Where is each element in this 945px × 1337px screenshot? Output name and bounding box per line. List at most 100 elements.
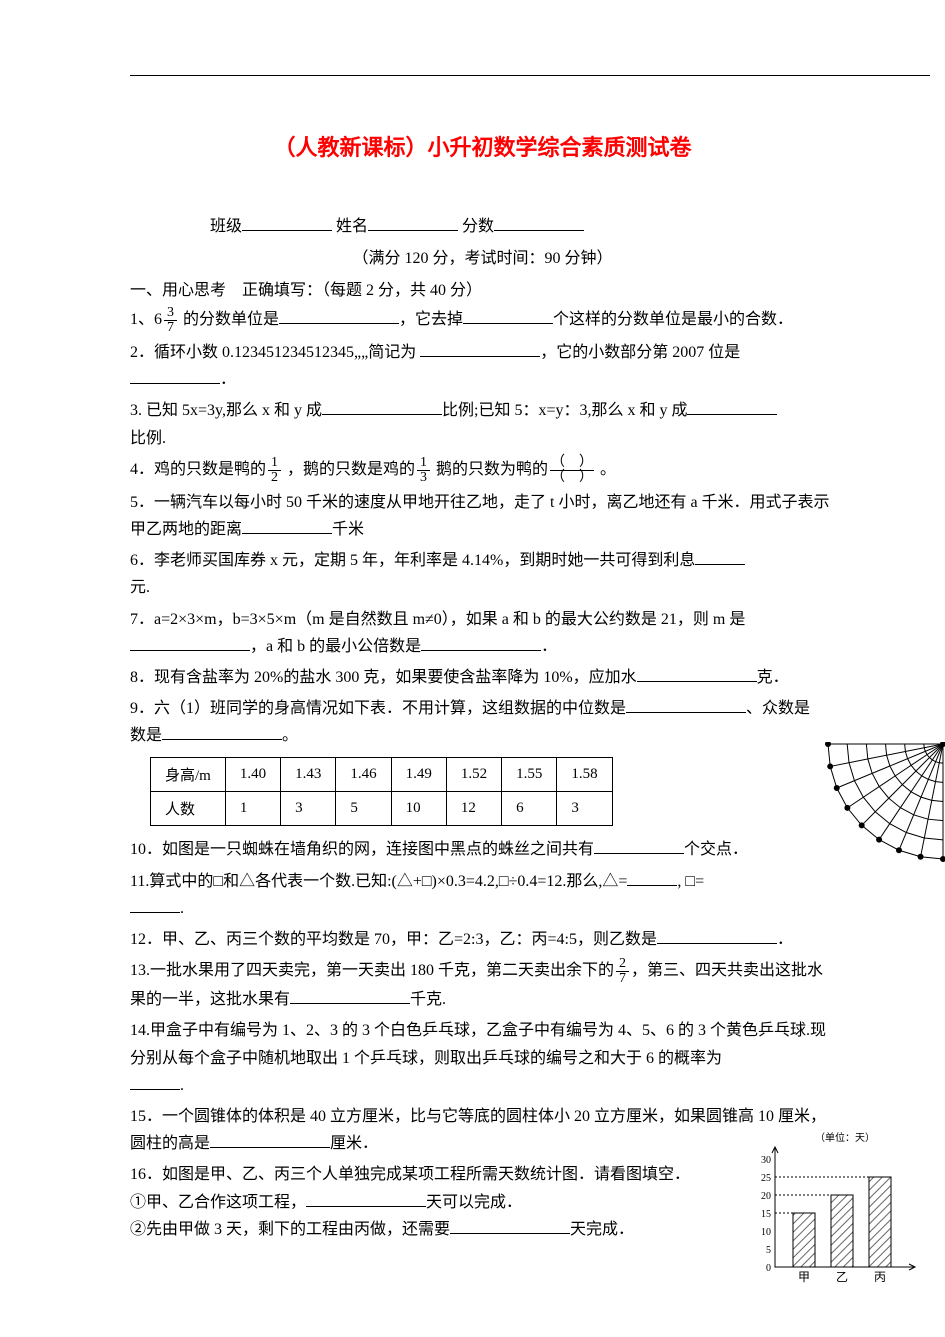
td-label: 人数 — [151, 792, 226, 826]
q4-frac-1: 12 — [268, 456, 281, 485]
top-rule — [130, 75, 930, 76]
svg-text:丙: 丙 — [874, 1270, 886, 1284]
question-9: 9．六（1）班同学的身高情况如下表．不用计算，这组数据的中位数是、众数是数是。 — [130, 695, 835, 749]
q6-text-a: 6．李老师买国库券 x 元，定期 5 年，年利率是 4.14%，到期时她一共可得… — [130, 552, 695, 569]
th-7: 1.58 — [557, 758, 612, 792]
q3-text-c: 比例. — [130, 430, 166, 447]
q15-text-b: 厘米． — [330, 1135, 378, 1152]
q2-blank-1[interactable] — [420, 339, 540, 357]
q4-text-d: 。 — [596, 461, 616, 478]
th-6: 1.55 — [502, 758, 557, 792]
q13-text-a: 13.一批水果用了四天卖完，第一天卖出 180 千克，第二天卖出余下的 — [130, 962, 614, 979]
section-1-heading: 一、用心思考 正确填写：（每题 2 分，共 40 分） — [130, 276, 835, 300]
q16-blank-1[interactable] — [306, 1189, 426, 1207]
q8-blank[interactable] — [637, 664, 757, 682]
q7-blank-1[interactable] — [130, 633, 250, 651]
q4-text-b: ，鹅的只数是鸡的 — [283, 461, 415, 478]
q6-text-b: 元. — [130, 579, 150, 596]
q16-blank-2[interactable] — [450, 1216, 570, 1234]
class-blank[interactable] — [242, 213, 332, 231]
score-blank[interactable] — [494, 213, 584, 231]
td-2: 5 — [336, 792, 391, 826]
svg-text:20: 20 — [761, 1191, 771, 1202]
q9-blank-1[interactable] — [626, 695, 746, 713]
q12-blank[interactable] — [657, 926, 777, 944]
header-fields: 班级 姓名 分数 — [210, 212, 835, 236]
name-blank[interactable] — [368, 213, 458, 231]
q4-text-c: 鹅的只数为鸭的 — [432, 461, 548, 478]
svg-text:乙: 乙 — [836, 1270, 848, 1284]
q1-blank-2[interactable] — [463, 307, 553, 325]
q7-text-a: 7．a=2×3×m，b=3×5×m（m 是自然数且 m≠0），如果 a 和 b … — [130, 611, 745, 628]
svg-text:甲: 甲 — [798, 1270, 810, 1284]
question-14: 14.甲盒子中有编号为 1、2、3 的 3 个白色乒乓球，乙盒子中有编号为 4、… — [130, 1017, 835, 1099]
q5-text-a: 5．一辆汽车以每小时 50 千米的速度从甲地开往乙地，走了 t 小时，离乙地还有… — [130, 494, 830, 538]
q6-blank[interactable] — [695, 548, 745, 566]
q2-blank-2[interactable] — [130, 367, 220, 385]
q10-text-a: 10．如图是一只蜘蛛在墙角织的网，连接图中黑点的蛛丝之间共有 — [130, 841, 594, 858]
q11-text-a: 11.算式中的□和△各代表一个数.已知:(△+□)×0.3=4.2,□÷0.4=… — [130, 873, 627, 890]
q16-1a: ①甲、乙合作这项工程， — [130, 1194, 306, 1211]
th-3: 1.46 — [336, 758, 391, 792]
q4-frac-3: （ ）（ ） — [550, 456, 594, 485]
q5-blank[interactable] — [242, 516, 332, 534]
q13-frac: 27 — [616, 957, 629, 986]
q5-text-b: 千米 — [332, 521, 364, 538]
q14-text-b: . — [180, 1077, 184, 1094]
q1-text-c: ，它去掉 — [399, 311, 463, 328]
q7-text-b: ，a 和 b 的最小公倍数是 — [250, 638, 421, 655]
question-7: 7．a=2×3×m，b=3×5×m（m 是自然数且 m≠0），如果 a 和 b … — [130, 606, 835, 660]
q15-blank[interactable] — [210, 1131, 330, 1149]
question-8: 8．现有含盐率为 20%的盐水 300 克，如果要使含盐率降为 10%，应加水克… — [130, 664, 835, 691]
page-title: （人教新课标）小升初数学综合素质测试卷 — [130, 130, 835, 162]
bar-chart: 302520151050（单位：天）甲乙丙 — [745, 1127, 925, 1287]
svg-text:（单位：天）: （单位：天） — [815, 1131, 875, 1144]
q2-text-a: 2．循环小数 0.123451234512345„„简记为 — [130, 344, 420, 361]
q14-text-a: 14.甲盒子中有编号为 1、2、3 的 3 个白色乒乓球，乙盒子中有编号为 4、… — [130, 1022, 826, 1066]
td-5: 6 — [502, 792, 557, 826]
question-13: 13.一批水果用了四天卖完，第一天卖出 180 千克，第二天卖出余下的27，第三… — [130, 957, 835, 1013]
q12-text-b: ． — [777, 931, 793, 948]
question-12: 12．甲、乙、丙三个数的平均数是 70，甲：乙=2:3，乙：丙=4:5，则乙数是… — [130, 926, 835, 953]
q14-blank[interactable] — [130, 1072, 180, 1090]
score-label: 分数 — [462, 218, 494, 235]
height-table: 身高/m 1.40 1.43 1.46 1.49 1.52 1.55 1.58 … — [150, 757, 613, 826]
q1-text-a: 1、6 — [130, 311, 162, 328]
q9-text-c: 。 — [282, 727, 298, 744]
svg-text:25: 25 — [761, 1173, 771, 1184]
q11-blank-1[interactable] — [627, 868, 677, 886]
q1-fraction: 37 — [164, 306, 177, 335]
table-header-row: 身高/m 1.40 1.43 1.46 1.49 1.52 1.55 1.58 — [151, 758, 613, 792]
question-15: 15．一个圆锥体的体积是 40 立方厘米，比与它等底的圆柱体小 20 立方厘米，… — [130, 1103, 835, 1157]
q3-blank-1[interactable] — [322, 398, 442, 416]
q10-text-b: 个交点． — [684, 841, 748, 858]
th-1: 1.40 — [225, 758, 280, 792]
q1-blank-1[interactable] — [279, 307, 399, 325]
subtitle: （满分 120 分，考试时间：90 分钟） — [130, 244, 835, 268]
q9-text-a: 9．六（1）班同学的身高情况如下表．不用计算，这组数据的中位数是 — [130, 700, 626, 717]
table-data-row: 人数 1 3 5 10 12 6 3 — [151, 792, 613, 826]
q2-text-b: ，它的小数部分第 2007 位是 — [540, 344, 740, 361]
question-16: 16．如图是甲、乙、丙三个人单独完成某项工程所需天数统计图．请看图填空． ①甲、… — [130, 1161, 690, 1243]
td-6: 3 — [557, 792, 612, 826]
q16-1b: 天可以完成． — [426, 1194, 522, 1211]
question-4: 4．鸡的只数是鸭的12 ，鹅的只数是鸡的13 鹅的只数为鸭的（ ）（ ） 。 — [130, 456, 835, 485]
q9-blank-2[interactable] — [162, 723, 282, 741]
q7-blank-2[interactable] — [421, 633, 541, 651]
q13-blank[interactable] — [290, 987, 410, 1005]
svg-text:15: 15 — [761, 1209, 771, 1220]
th-5: 1.52 — [446, 758, 501, 792]
q3-blank-2[interactable] — [687, 398, 777, 416]
q11-blank-2[interactable] — [130, 895, 180, 913]
svg-text:30: 30 — [761, 1155, 771, 1166]
q4-frac-2: 13 — [417, 456, 430, 485]
q10-blank[interactable] — [594, 837, 684, 855]
question-2: 2．循环小数 0.123451234512345„„简记为 ，它的小数部分第 2… — [130, 339, 835, 393]
question-6: 6．李老师买国库券 x 元，定期 5 年，年利率是 4.14%，到期时她一共可得… — [130, 547, 835, 601]
q1-text-d: 个这样的分数单位是最小的合数． — [553, 311, 793, 328]
name-label: 姓名 — [336, 218, 368, 235]
q2-text-c: ． — [220, 371, 236, 388]
th-0: 身高/m — [151, 758, 226, 792]
question-1: 1、637 的分数单位是，它去掉个这样的分数单位是最小的合数． — [130, 306, 835, 335]
q16-2b: 天完成． — [570, 1221, 634, 1238]
